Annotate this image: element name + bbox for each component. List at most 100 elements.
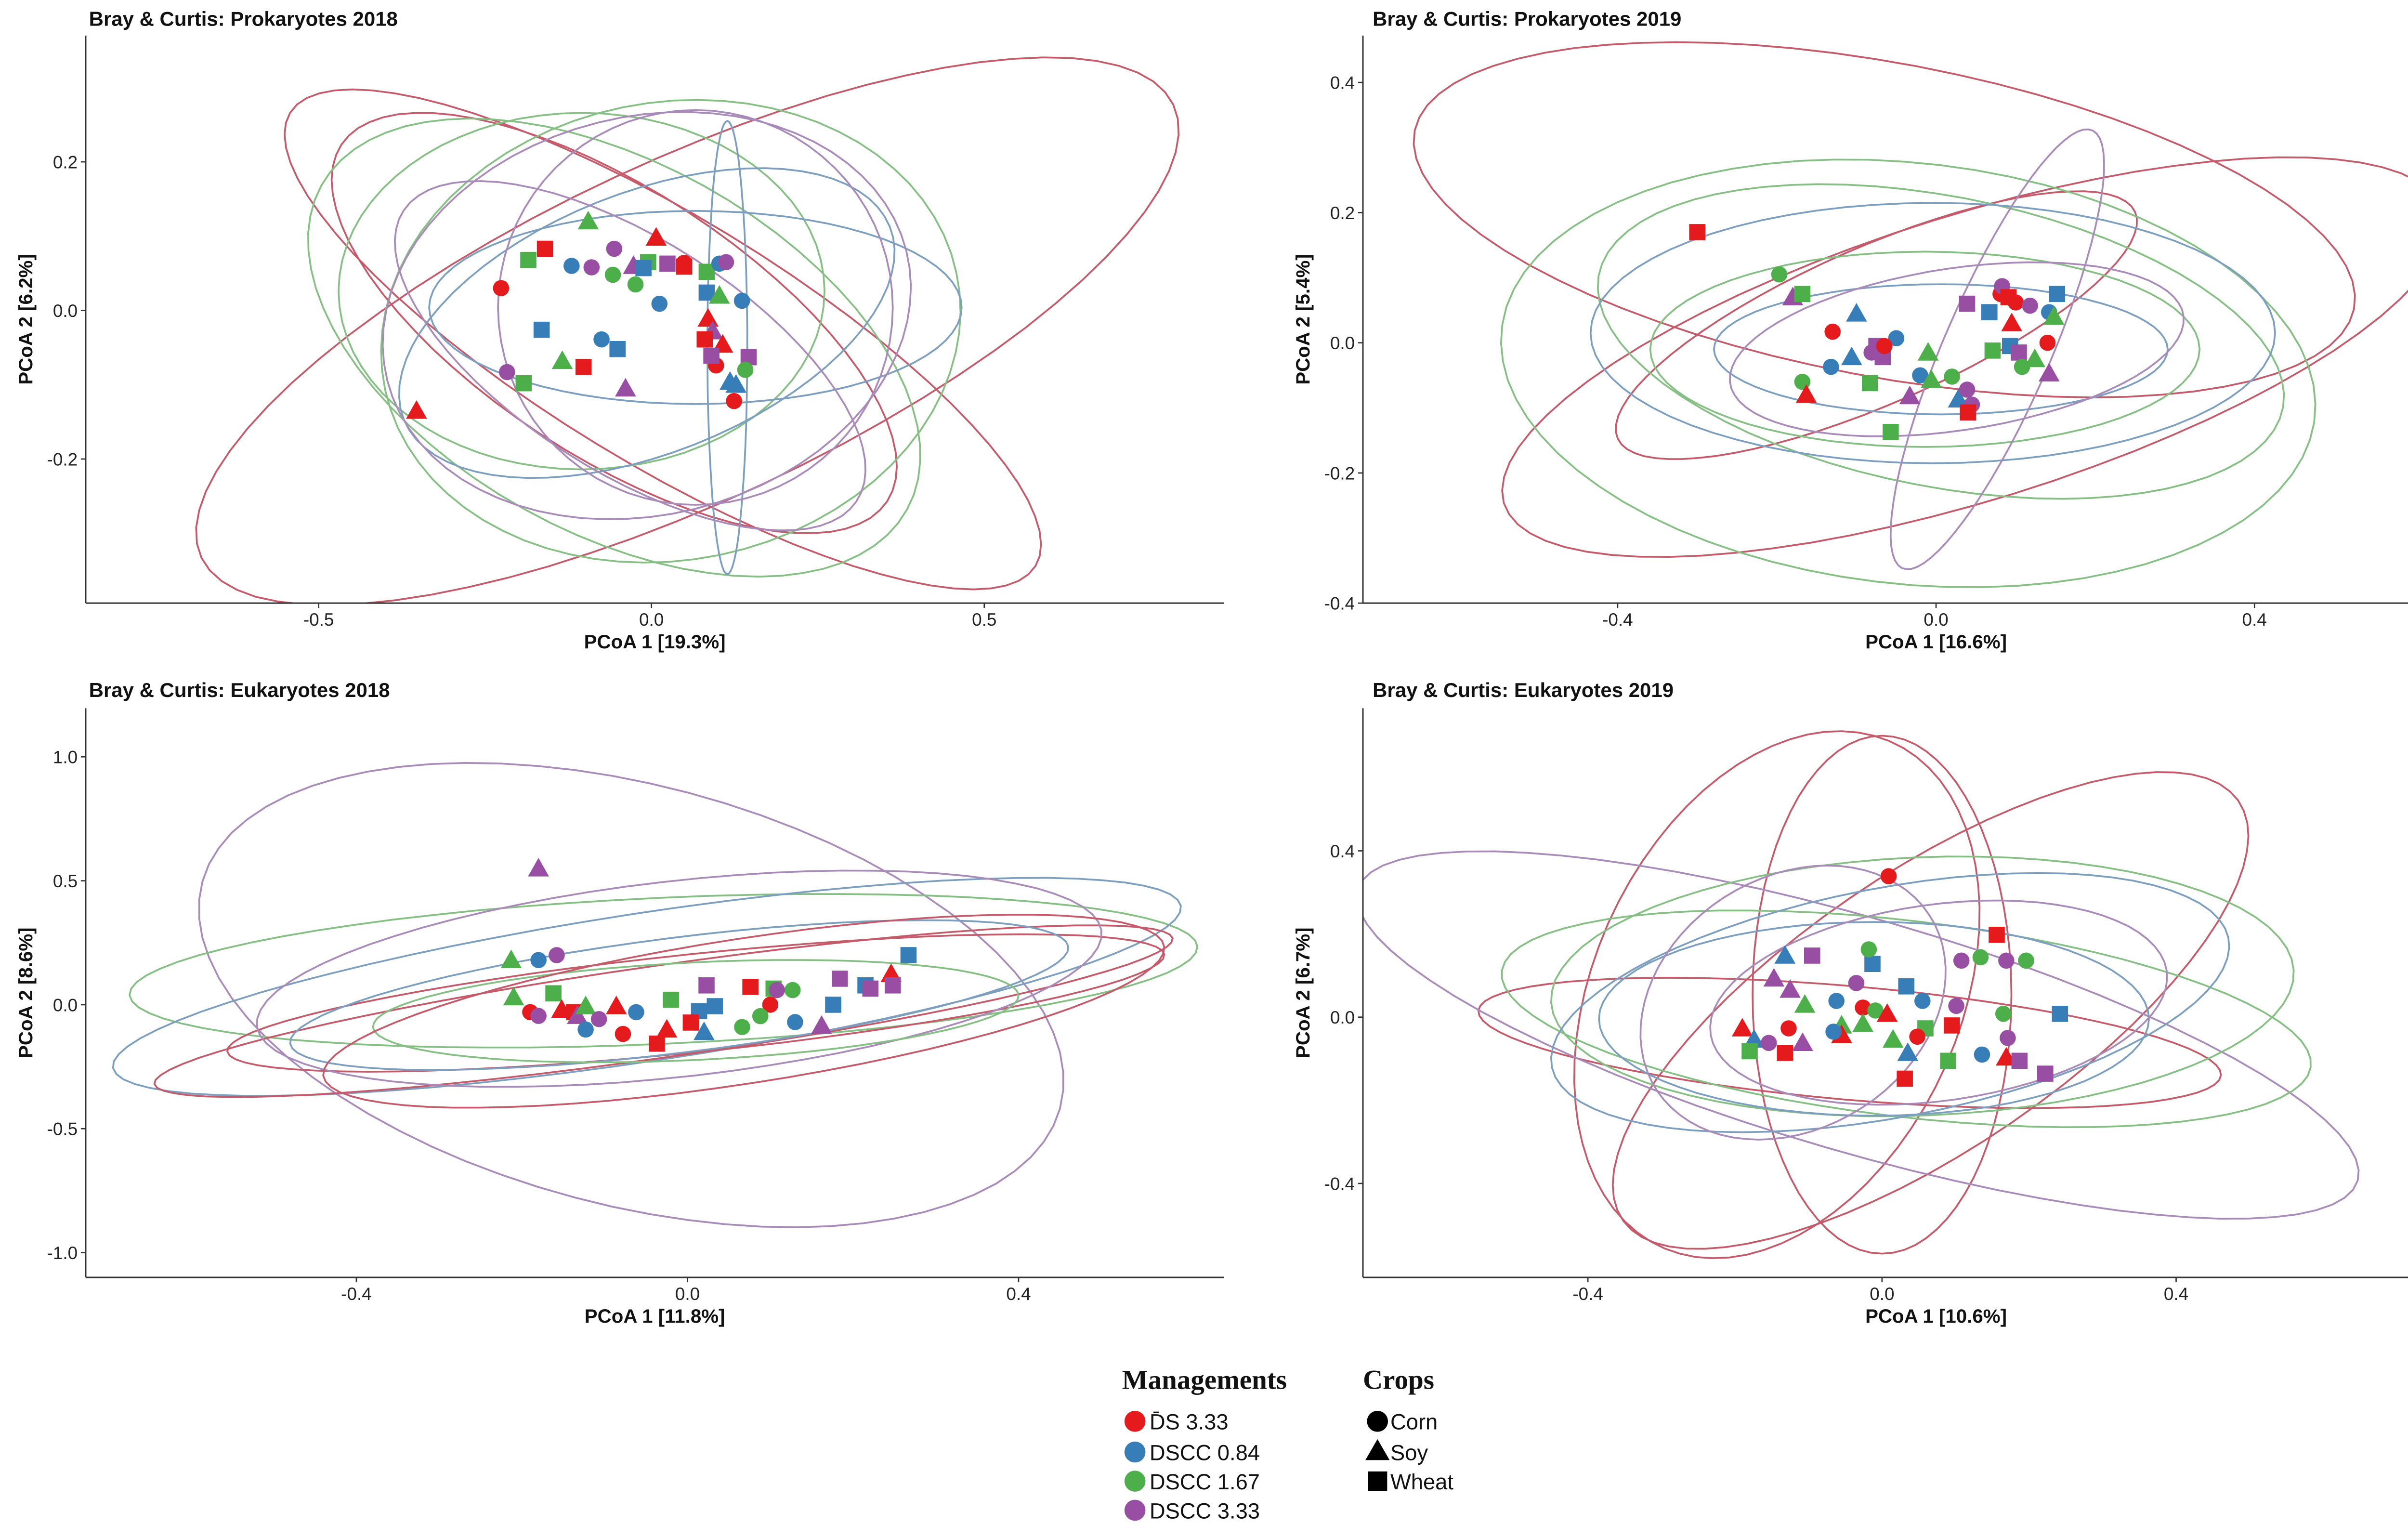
confidence-ellipse [393, 180, 866, 531]
data-point-wheat [545, 985, 562, 1002]
data-point-soy [528, 858, 549, 877]
x-axis-title: PCoA 1 [16.6%] [1865, 631, 2007, 653]
data-point-wheat [2011, 344, 2027, 361]
x-tick-label: 0.0 [1924, 610, 1948, 630]
y-tick-label: 1.0 [53, 748, 78, 767]
data-point-corn [787, 1014, 803, 1030]
legend-crop-corn: Corn [1390, 1410, 1438, 1434]
data-point-wheat [1777, 1045, 1793, 1061]
y-tick-label: 0.0 [1330, 333, 1355, 353]
data-point-wheat [2049, 286, 2066, 302]
data-point-soy [2024, 348, 2045, 368]
data-point-corn [606, 240, 623, 257]
data-point-soy [575, 996, 596, 1014]
x-tick-label: 0.4 [2164, 1284, 2188, 1304]
y-axis-title: PCoA 2 [6.7%] [1292, 927, 1314, 1058]
data-point-corn [1848, 975, 1865, 991]
y-tick-label: 0.4 [1330, 841, 1355, 861]
data-point-soy [1921, 369, 1942, 388]
data-point-corn [530, 952, 547, 969]
plot-area [195, 56, 1180, 604]
data-point-corn [1888, 330, 1905, 346]
data-point-soy [605, 996, 627, 1014]
confidence-ellipse [338, 112, 825, 471]
data-point-soy [694, 1021, 715, 1040]
x-tick-label: 0.0 [1870, 1284, 1894, 1304]
data-point-corn [785, 982, 801, 998]
x-tick-label: 0.4 [1006, 1284, 1031, 1304]
panel-title: Bray & Curtis: Eukaryotes 2019 [1373, 679, 1674, 701]
data-point-wheat [1689, 224, 1705, 240]
legend-wheat-square-icon [1368, 1471, 1387, 1491]
data-point-corn [1771, 266, 1788, 283]
x-tick-label: 0.0 [639, 610, 664, 630]
confidence-ellipse [1573, 730, 1981, 1259]
data-point-corn [752, 1008, 769, 1025]
data-point-wheat [635, 260, 652, 276]
confidence-ellipse [1639, 865, 1947, 1141]
data-point-corn [1944, 368, 1960, 385]
data-point-soy [2038, 363, 2060, 381]
confidence-ellipse [1709, 899, 2168, 1106]
data-point-corn [726, 393, 742, 409]
confidence-ellipse [1500, 158, 2316, 588]
data-point-wheat [698, 977, 715, 994]
pcoa-panel-3: Bray & Curtis: Eukaryotes 2018 -0.4 0.0 0.4… [15, 679, 1224, 1327]
y-tick-label: -0.4 [1324, 594, 1355, 614]
legend-circle-icon [1124, 1411, 1146, 1432]
data-point-soy [1876, 1003, 1898, 1022]
data-point-corn [1972, 949, 1989, 966]
confidence-ellipse [1597, 183, 2285, 500]
data-point-corn [762, 997, 779, 1013]
data-point-corn [1828, 993, 1845, 1009]
data-point-soy [1917, 342, 1939, 361]
x-axis-title: PCoA 1 [11.8%] [585, 1305, 725, 1327]
data-point-corn [1948, 998, 1964, 1014]
confidence-ellipse [372, 959, 1020, 1064]
data-point-corn [549, 947, 565, 963]
x-tick-label: -0.4 [1572, 1284, 1603, 1304]
confidence-ellipse [1752, 735, 2013, 1255]
data-point-soy [1899, 385, 1921, 405]
legend: Managements D̄S 3.33 DSCC 0.84 DSCC 1.67… [1122, 1365, 1454, 1524]
data-point-wheat [900, 947, 917, 963]
y-tick-label: -0.2 [47, 449, 78, 469]
confidence-ellipse [1362, 850, 2360, 1220]
y-tick-label: 0.0 [1330, 1008, 1355, 1027]
data-point-wheat [1794, 286, 1811, 302]
panel-title: Bray & Curtis: Prokaryotes 2018 [89, 8, 398, 30]
legend-crop-wheat: Wheat [1390, 1470, 1453, 1494]
data-point-corn [651, 295, 668, 312]
data-point-corn [1876, 338, 1893, 355]
data-point-wheat [2037, 1065, 2054, 1082]
confidence-ellipse [1615, 190, 2138, 460]
confidence-ellipse [1501, 156, 2408, 558]
confidence-ellipse [1889, 128, 2105, 570]
data-point-corn [1824, 323, 1841, 340]
data-point-corn [1760, 1035, 1777, 1051]
legend-managements-title: Managements [1122, 1365, 1287, 1395]
panel-title: Bray & Curtis: Prokaryotes 2019 [1373, 8, 1681, 30]
data-point-corn [676, 255, 693, 271]
y-axis-title: PCoA 2 [5.4%] [1292, 254, 1314, 384]
data-point-soy [656, 1019, 678, 1038]
data-point-wheat [696, 331, 713, 348]
confidence-ellipse [128, 893, 1199, 1049]
data-point-wheat [575, 358, 592, 375]
y-tick-label: 0.2 [53, 152, 78, 172]
data-point-corn [718, 254, 734, 271]
plot-area [1362, 730, 2360, 1259]
data-point-soy [1774, 945, 1796, 964]
data-point-corn [1998, 952, 2015, 969]
x-axis-title: PCoA 1 [10.6%] [1865, 1305, 2007, 1327]
data-point-soy [567, 1005, 588, 1024]
confidence-ellipse [322, 914, 1165, 1109]
x-tick-label: 0.0 [675, 1284, 700, 1304]
data-point-soy [1792, 1032, 1813, 1051]
data-point-wheat [825, 997, 841, 1013]
data-point-wheat [1804, 947, 1820, 964]
data-point-soy [645, 227, 667, 246]
data-point-corn [2000, 1030, 2016, 1046]
data-point-wheat [659, 255, 676, 272]
